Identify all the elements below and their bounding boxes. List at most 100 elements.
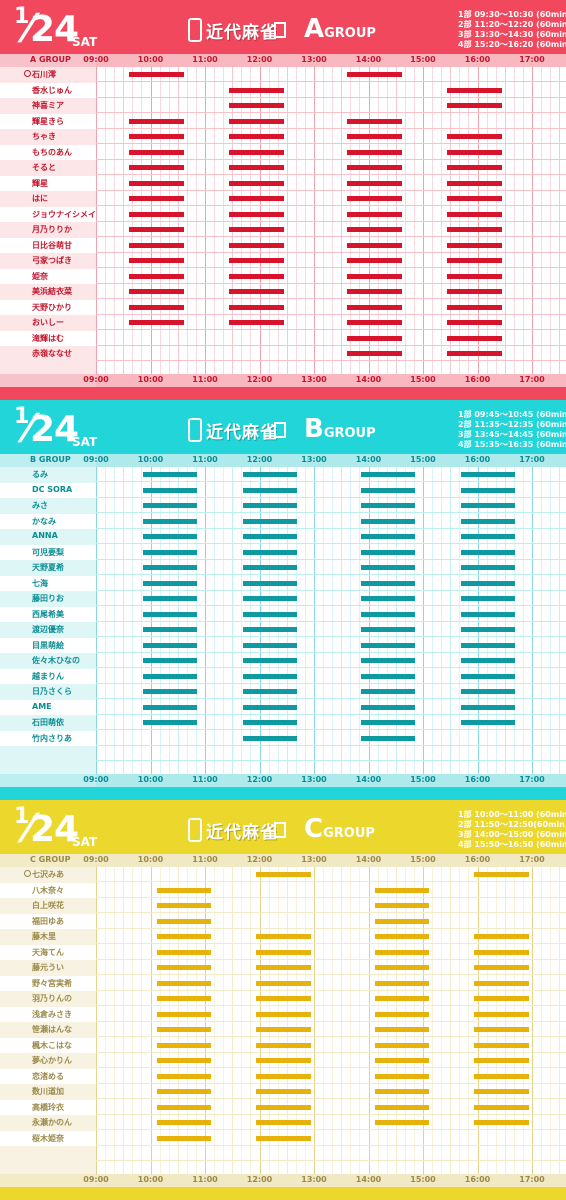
member-row: 竹内さりあ: [0, 730, 566, 746]
session-bar: [229, 149, 284, 155]
session-bar: [474, 996, 529, 1001]
session-bar: [460, 720, 516, 725]
time-tick: 15:00: [410, 455, 436, 464]
session-bar: [474, 1089, 529, 1094]
session-bar: [242, 735, 298, 741]
session-bar: [256, 1027, 311, 1032]
session-bar: [229, 258, 284, 263]
session-bar: [360, 596, 416, 601]
member-row: ジョウナイシメイ: [0, 206, 566, 222]
session-bar: [447, 103, 502, 108]
member-row: ANNA: [0, 529, 566, 544]
session-bar: [242, 596, 298, 601]
session-bar: [142, 673, 198, 679]
session-bar: [360, 565, 416, 570]
session-bar: [447, 335, 502, 341]
member-name: るみ: [32, 470, 48, 479]
session-bar: [229, 304, 284, 310]
session-bar: [447, 180, 502, 186]
session-bar: [256, 1089, 311, 1094]
member-name-cell: 桜木姫奈: [0, 1130, 96, 1146]
member-name-cell: 恋渚める: [0, 1068, 96, 1084]
time-tick: 15:00: [410, 775, 436, 784]
group-letter: C: [304, 814, 324, 844]
session-bar: [374, 1011, 429, 1017]
member-row: 越まりん: [0, 668, 566, 684]
session-bar: [156, 1135, 211, 1141]
logo-text: 近代麻雀: [206, 823, 278, 843]
member-name-cell: 香水じゅん: [0, 82, 96, 98]
member-name-cell: みさ: [0, 498, 96, 513]
session-bar: [447, 351, 502, 356]
member-row: 可児要梨: [0, 544, 566, 560]
session-bar: [447, 165, 502, 170]
member-name: かなみ: [32, 516, 56, 526]
member-row: そると: [0, 160, 566, 175]
member-row: 香水じゅん: [0, 82, 566, 98]
member-name-cell: 弓家つばき: [0, 253, 96, 268]
session-bar: [474, 949, 529, 955]
time-tick: 10:00: [137, 55, 164, 64]
member-name-cell: 天海てん: [0, 944, 96, 960]
member-name: 滝輝はむ: [32, 333, 64, 343]
member-name: 藤元うい: [32, 963, 64, 972]
time-tick: 10:00: [137, 775, 164, 784]
session-bar: [447, 289, 502, 294]
member-row: 佐々木ひなの: [0, 653, 566, 668]
session-bar: [242, 704, 298, 710]
session-bar: [374, 1089, 429, 1094]
member-row: 藤木里: [0, 929, 566, 944]
session-time-4: 4部 15:50〜16:50 (60min): [458, 840, 566, 849]
time-tick: 13:00: [301, 55, 327, 64]
member-row: 恋渚める: [0, 1068, 566, 1084]
session-bar: [229, 87, 284, 93]
session-bar: [474, 1027, 529, 1032]
logo-box-icon: [274, 822, 286, 838]
session-time-3: 3部 13:30〜14:30 (60min): [458, 30, 566, 39]
session-bar: [256, 1073, 311, 1079]
time-tick: 16:00: [464, 775, 491, 784]
session-bar: [374, 903, 429, 908]
session-bar: [474, 1073, 529, 1079]
session-bar: [360, 534, 416, 539]
member-name: 可児要梨: [32, 547, 64, 557]
time-tick: 14:00: [355, 375, 382, 384]
kindai-mahjong-logo: 近代麻雀: [188, 418, 288, 443]
session-bar: [129, 196, 184, 201]
session-bar: [374, 1058, 429, 1063]
group-section-a: 1/24 SAT 近代麻雀 AGROUP 1部 09:30〜10:30 (60min) 2…: [0, 0, 566, 400]
session-bar: [374, 980, 429, 986]
time-tick: 16:00: [464, 375, 491, 384]
session-bar: [460, 503, 516, 508]
session-bar: [474, 980, 529, 986]
member-name-cell: 浅倉みさき: [0, 1006, 96, 1022]
timeline-header: C GROUP 09:00 10:00 11:00 12:00 13:00 14:00 15:…: [0, 854, 566, 867]
member-name-cell: 藤元うい: [0, 960, 96, 975]
session-bar: [229, 118, 284, 124]
time-tick: 14:00: [355, 775, 382, 784]
member-name: 竹内さりあ: [32, 733, 72, 743]
time-tick: 09:00: [83, 855, 109, 864]
session-bar: [229, 196, 284, 201]
session-bar: [447, 149, 502, 155]
session-bar: [256, 1058, 311, 1063]
member-name-cell: 七海: [0, 575, 96, 591]
member-name-cell: かなみ: [0, 513, 96, 529]
session-bar: [347, 118, 402, 124]
member-name-cell: もちのあん: [0, 144, 96, 160]
time-tick: 17:00: [519, 375, 545, 384]
member-name: 白上咲花: [32, 901, 64, 910]
session-bar: [447, 227, 502, 232]
group-title: CGROUP: [304, 816, 375, 842]
session-bar: [474, 1104, 529, 1110]
time-tick: 09:00: [83, 775, 109, 784]
time-tick: 14:00: [355, 455, 382, 464]
session-bar: [156, 1089, 211, 1094]
member-row: 永瀬かのん: [0, 1115, 566, 1130]
session-bar: [460, 689, 516, 694]
time-tick: 09:00: [83, 455, 109, 464]
member-row: 赤嶺ななせ: [0, 346, 566, 361]
session-bar: [229, 227, 284, 232]
member-row: 石田萌依: [0, 715, 566, 730]
